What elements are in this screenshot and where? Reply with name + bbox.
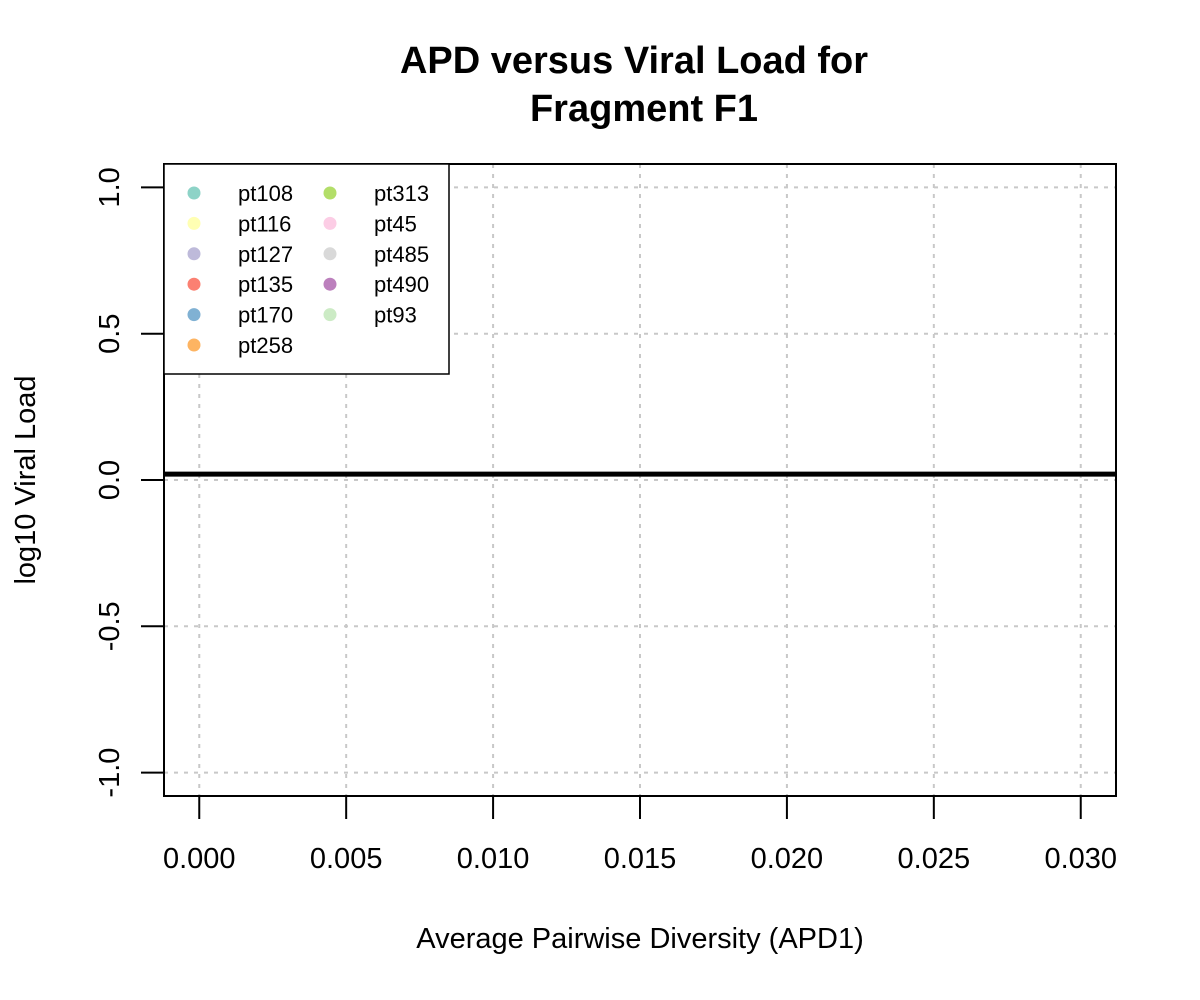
legend-item-pt490: pt490 [323, 272, 429, 297]
y-tick-label-3: 0.5 [94, 314, 126, 354]
legend-marker-pt170 [187, 308, 201, 322]
legend-marker-pt93 [323, 308, 337, 322]
legend-marker-pt116 [187, 216, 201, 230]
legend-item-pt485: pt485 [323, 242, 429, 267]
legend-item-pt313: pt313 [323, 181, 429, 206]
x-tick-label-6: 0.030 [1044, 843, 1117, 875]
y-tick-label-4: 1.0 [94, 167, 126, 207]
x-tick-label-0: 0.000 [163, 843, 236, 875]
legend-label-pt45: pt45 [374, 211, 417, 236]
legend-label-pt108: pt108 [238, 181, 293, 206]
legend-label-pt490: pt490 [374, 272, 429, 297]
legend-label-pt135: pt135 [238, 272, 293, 297]
grid-lines [164, 164, 1116, 796]
legend-item-pt108: pt108 [187, 181, 293, 206]
legend-item-pt258: pt258 [187, 333, 293, 358]
legend-marker-pt485 [323, 247, 337, 261]
legend-item-pt93: pt93 [323, 303, 417, 328]
legend-marker-pt108 [187, 186, 201, 200]
legend-label-pt170: pt170 [238, 303, 293, 328]
legend-item-pt45: pt45 [323, 211, 417, 236]
y-axis: -1.0 -0.5 0.0 0.5 1.0 [94, 167, 165, 798]
legend-label-pt258: pt258 [238, 333, 293, 358]
legend-label-pt313: pt313 [374, 181, 429, 206]
legend-marker-pt313 [323, 186, 337, 200]
legend-box [163, 163, 450, 375]
legend-label-pt127: pt127 [238, 242, 293, 267]
legend-marker-pt45 [323, 216, 337, 230]
legend-item-pt127: pt127 [187, 242, 293, 267]
y-tick-label-2: 0.0 [94, 460, 126, 500]
x-tick-label-5: 0.025 [898, 843, 971, 875]
legend-item-pt135: pt135 [187, 272, 293, 297]
x-tick-label-3: 0.015 [604, 843, 677, 875]
x-tick-label-2: 0.010 [457, 843, 530, 875]
x-axis-label: Average Pairwise Diversity (APD1) [416, 923, 864, 955]
legend-label-pt485: pt485 [374, 242, 429, 267]
chart-title-line-2: Fragment F1 [530, 88, 758, 130]
legend-label-pt93: pt93 [374, 303, 417, 328]
legend-marker-pt490 [323, 277, 337, 291]
chart-title-line-1: APD versus Viral Load for [400, 40, 868, 82]
x-tick-label-4: 0.020 [751, 843, 824, 875]
legend-marker-pt135 [187, 277, 201, 291]
y-tick-label-0: -1.0 [94, 748, 126, 798]
legend-label-pt116: pt116 [238, 211, 291, 236]
y-tick-label-1: -0.5 [94, 601, 126, 651]
x-axis: 0.000 0.005 0.010 0.015 0.020 0.025 0.030 [163, 795, 1117, 875]
legend-marker-pt127 [187, 247, 201, 261]
y-axis-label: log10 Viral Load [10, 375, 42, 584]
x-tick-label-1: 0.005 [310, 843, 383, 875]
legend-marker-pt258 [187, 338, 201, 352]
legend: pt108 pt116 pt127 pt135 pt170 pt258 pt313 pt45 p… [163, 163, 450, 375]
legend-item-pt116: pt116 [187, 211, 291, 236]
legend-item-pt170: pt170 [187, 303, 293, 328]
